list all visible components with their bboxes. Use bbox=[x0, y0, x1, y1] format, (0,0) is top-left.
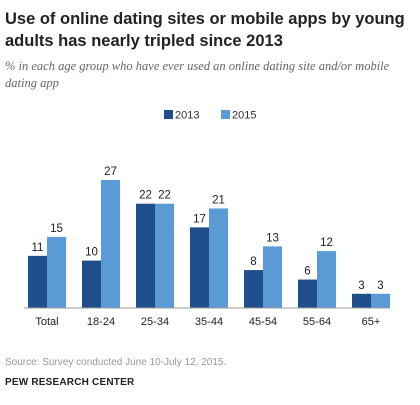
value-label-2015-55-64: 12 bbox=[320, 237, 333, 249]
category-label-25-34: 25-34 bbox=[141, 316, 169, 328]
bar-2013-45-54 bbox=[244, 270, 263, 308]
value-label-2015-35-44: 21 bbox=[212, 194, 225, 206]
value-label-2015-18-24: 27 bbox=[104, 166, 117, 178]
bar-2015-45-54 bbox=[263, 246, 282, 308]
category-label-Total: Total bbox=[35, 316, 58, 328]
legend: 2013 2015 bbox=[164, 110, 256, 122]
bar-2015-65+ bbox=[371, 293, 390, 308]
legend-swatch-2013 bbox=[164, 110, 173, 119]
bar-2013-25-34 bbox=[136, 203, 155, 308]
bar-2015-Total bbox=[47, 236, 66, 308]
category-label-65+: 65+ bbox=[362, 316, 381, 328]
category-label-55-64: 55-64 bbox=[303, 316, 331, 328]
category-label-45-54: 45-54 bbox=[249, 316, 277, 328]
value-label-2015-25-34: 22 bbox=[158, 190, 171, 202]
value-label-2013-18-24: 10 bbox=[85, 247, 98, 259]
bar-2013-Total bbox=[28, 255, 47, 308]
bar-2013-18-24 bbox=[82, 260, 101, 308]
source-note: Source: Survey conducted June 10-July 12… bbox=[5, 357, 227, 368]
chart-subtitle: % in each age group who have ever used a… bbox=[5, 59, 390, 90]
legend-swatch-2015 bbox=[221, 110, 230, 119]
value-label-2013-45-54: 8 bbox=[250, 256, 256, 268]
value-label-2013-25-34: 22 bbox=[139, 190, 152, 202]
value-label-2013-55-64: 6 bbox=[304, 266, 310, 278]
bar-2015-55-64 bbox=[317, 251, 336, 308]
value-label-2013-Total: 11 bbox=[32, 242, 44, 254]
bar-2015-35-44 bbox=[209, 208, 228, 308]
organization-credit: PEW RESEARCH CENTER bbox=[5, 377, 135, 388]
bar-2013-65+ bbox=[352, 293, 371, 308]
value-label-2013-65+: 3 bbox=[358, 280, 364, 292]
legend-label-2015: 2015 bbox=[232, 110, 256, 122]
value-label-2015-65+: 3 bbox=[377, 280, 383, 292]
value-label-2015-45-54: 13 bbox=[266, 232, 279, 244]
category-labels: Total 18-24 25-34 35-44 45-54 55-64 65+ bbox=[35, 316, 380, 328]
value-label-2013-35-44: 17 bbox=[193, 213, 206, 225]
bar-2013-35-44 bbox=[190, 227, 209, 308]
bar-2015-18-24 bbox=[101, 180, 120, 308]
value-label-2015-Total: 15 bbox=[50, 223, 63, 235]
category-label-18-24: 18-24 bbox=[87, 316, 115, 328]
bar-2015-25-34 bbox=[155, 203, 174, 308]
category-label-35-44: 35-44 bbox=[195, 316, 223, 328]
bars-group: 11 15 10 27 22 22 17 21 8 13 6 12 3 3 bbox=[28, 166, 390, 308]
chart-title: Use of online dating sites or mobile app… bbox=[5, 10, 405, 50]
bar-2013-55-64 bbox=[298, 279, 317, 308]
bar-chart: 2013 2015 11 15 10 27 22 22 17 21 8 13 6 12 3 3 Total… bbox=[24, 110, 390, 328]
legend-label-2013: 2013 bbox=[175, 110, 199, 122]
